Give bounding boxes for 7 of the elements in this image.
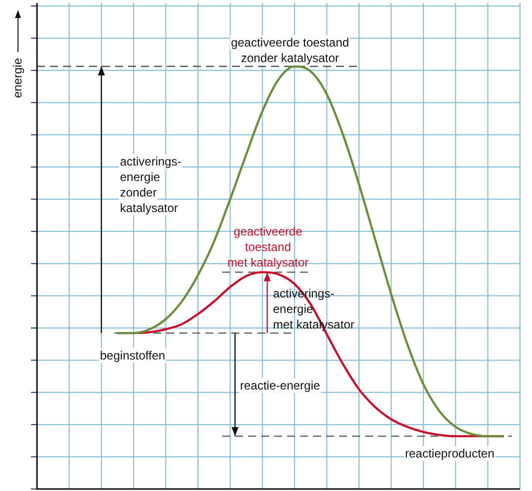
text: geactiveerde toestand zonder katalysator	[230, 35, 350, 65]
annotation: geactiveerde toestand met katalysator	[227, 224, 309, 270]
annotation: activerings- energie zonder katalysator	[120, 154, 182, 215]
annotation: beginstoffen	[100, 348, 166, 362]
annotation: reactie-energie	[240, 378, 320, 392]
annotation: reactieproducten	[405, 446, 494, 460]
y-axis-title: energie	[10, 58, 24, 98]
